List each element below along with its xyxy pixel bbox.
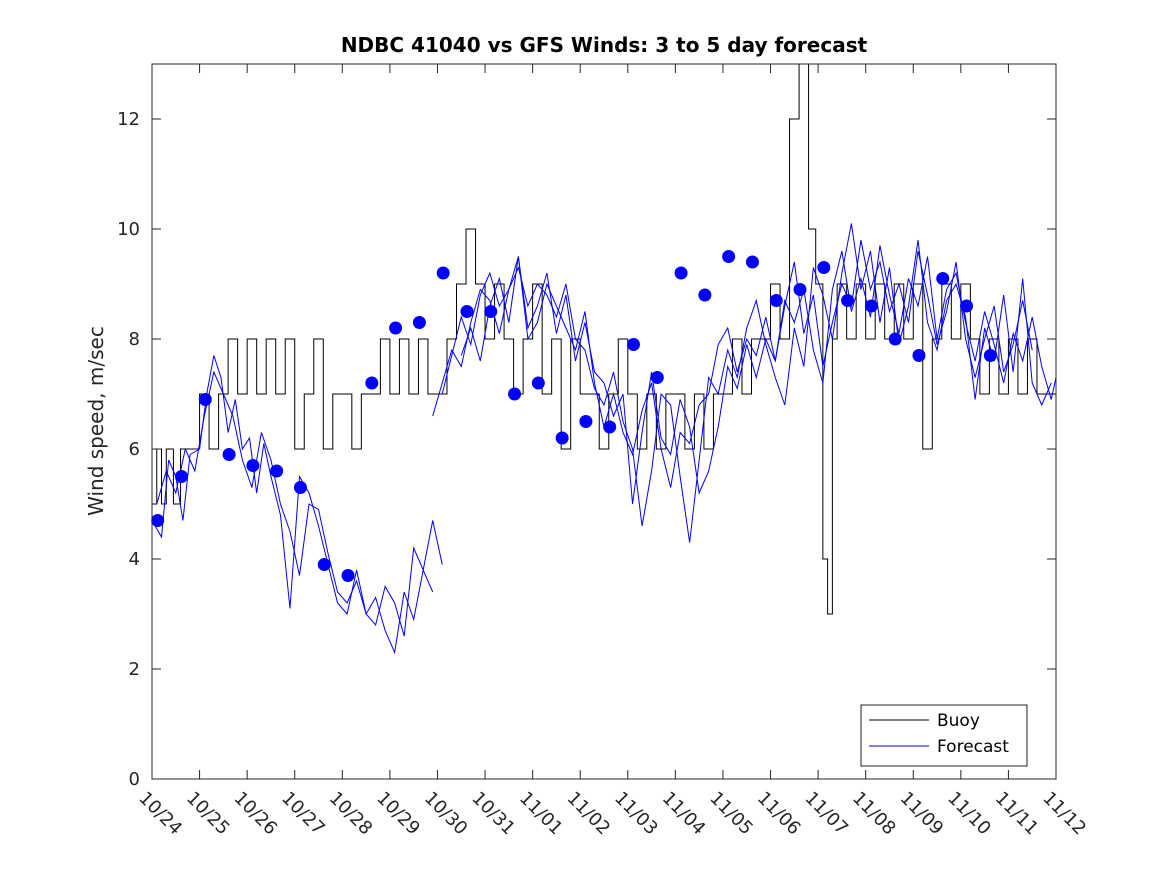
forecast-point-24 (722, 250, 736, 263)
y-tick-label-8: 8 (129, 329, 140, 350)
forecast-point-31 (888, 332, 902, 346)
forecast-point-16 (531, 376, 545, 390)
forecast-point-8 (341, 569, 355, 582)
legend-forecast-label: Forecast (937, 737, 1009, 757)
forecast-point-7 (317, 558, 331, 571)
forecast-point-27 (793, 283, 807, 296)
forecast-point-10 (389, 321, 403, 335)
forecast-point-9 (365, 376, 379, 390)
forecast-point-5 (270, 464, 284, 478)
forecast-point-4 (246, 459, 260, 472)
forecast-series-line-1 (151, 355, 443, 637)
forecast-point-15 (508, 387, 522, 401)
forecast-point-14 (484, 305, 498, 318)
forecast-points-layer (151, 250, 997, 582)
forecast-point-25 (745, 255, 759, 269)
buoy-series-line (152, 63, 1056, 615)
y-axis-label: Wind speed, m/sec (84, 326, 108, 516)
forecast-point-33 (936, 272, 950, 285)
forecast-point-17 (555, 431, 569, 445)
forecast-point-20 (626, 338, 640, 351)
forecast-point-35 (983, 349, 997, 362)
y-tick-label-6: 6 (129, 439, 140, 460)
forecast-point-29 (841, 294, 855, 307)
forecast-point-0 (151, 514, 165, 527)
forecast-point-28 (817, 261, 831, 274)
forecast-series-line-3 (432, 245, 1057, 505)
forecast-point-32 (912, 349, 926, 362)
forecast-point-22 (674, 266, 688, 280)
forecast-point-30 (864, 299, 878, 313)
forecast-point-19 (603, 420, 617, 434)
chart-title: NDBC 41040 vs GFS Winds: 3 to 5 day fore… (341, 33, 868, 57)
y-tick-label-10: 10 (117, 219, 140, 240)
plot-area (152, 64, 1056, 779)
forecast-point-11 (412, 316, 426, 329)
legend-box (860, 704, 1028, 767)
forecast-series-line-2 (156, 370, 434, 655)
legend-buoy-label: Buoy (937, 711, 980, 731)
y-tick-label-4: 4 (129, 549, 140, 570)
y-tick-label-0: 0 (129, 769, 140, 790)
y-axis: 0 2 4 6 8 10 12 (117, 109, 1056, 790)
legend: Buoy Forecast (860, 704, 1028, 767)
forecast-series-line-5 (460, 239, 1033, 488)
forecast-point-6 (293, 481, 307, 494)
y-tick-label-12: 12 (117, 109, 140, 130)
forecast-point-2 (198, 393, 212, 406)
forecast-point-13 (460, 305, 474, 318)
forecast-point-3 (222, 448, 236, 461)
forecast-point-23 (698, 288, 712, 302)
forecast-point-18 (579, 415, 593, 428)
series-layer (151, 63, 1057, 655)
forecast-point-34 (960, 299, 974, 313)
y-tick-label-2: 2 (129, 659, 140, 680)
forecast-point-26 (769, 294, 783, 307)
forecast-point-21 (650, 371, 664, 384)
forecast-point-1 (174, 470, 188, 483)
plot-frame (151, 63, 1057, 780)
forecast-point-12 (436, 266, 450, 280)
